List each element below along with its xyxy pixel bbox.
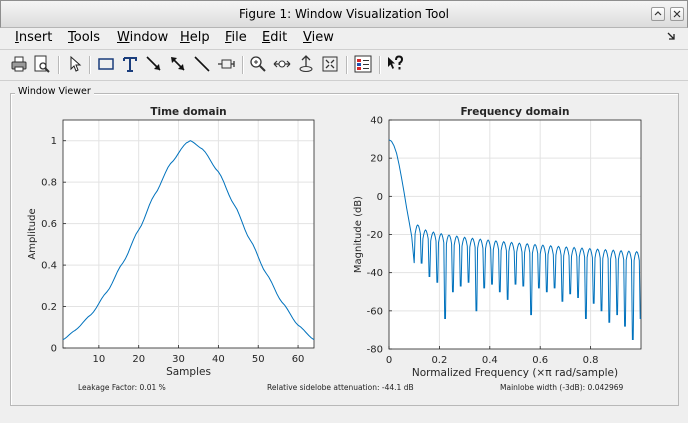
panel-title: Window Viewer	[15, 86, 94, 97]
title-bar: Figure 1: Window Visualization Tool	[0, 0, 688, 28]
fit-button[interactable]	[320, 54, 340, 74]
insert-line-button[interactable]	[192, 54, 212, 74]
print-button[interactable]	[9, 54, 29, 74]
pin-icon	[218, 59, 235, 69]
line-icon	[194, 56, 210, 72]
freq-xtick-label: 0	[386, 355, 392, 366]
freq-xtick-label: 0.6	[532, 355, 548, 366]
legend-button[interactable]	[353, 54, 373, 74]
freq-xlabel: Normalized Frequency (×π rad/sample)	[412, 367, 618, 379]
freq-ytick-label: 0	[377, 192, 383, 203]
freq-xtick-label: 0.8	[583, 355, 599, 366]
menu-window[interactable]: Window	[117, 30, 169, 45]
print-preview-button[interactable]	[32, 54, 52, 74]
freq-ytick-label: -60	[367, 306, 383, 317]
menu-insert[interactable]: Insert	[15, 30, 53, 45]
time-axes-frame	[62, 119, 315, 349]
menu-edit[interactable]: Edit	[262, 30, 288, 45]
help-icon	[388, 55, 404, 70]
freq-ytick-label: -40	[367, 268, 383, 279]
toolbar	[0, 49, 688, 81]
time-xtick-label: 20	[132, 354, 145, 365]
time-title: Time domain	[150, 106, 226, 118]
pin-button[interactable]	[216, 54, 236, 74]
zoom-in-icon	[250, 56, 266, 72]
freq-title: Frequency domain	[461, 106, 570, 118]
time-xlabel: Samples	[166, 366, 211, 378]
time-ylabel: Amplitude	[27, 208, 38, 259]
freq-ylabel: Magnitude (dB)	[353, 196, 364, 273]
print-icon	[11, 56, 27, 72]
window-viewer-panel	[10, 93, 679, 406]
select-arrow-icon	[70, 55, 82, 72]
insert-double-arrow-button[interactable]	[168, 54, 188, 74]
rotate-icon	[299, 55, 313, 72]
time-ytick-label: 0.8	[41, 178, 57, 189]
menu-tools[interactable]: Tools	[68, 30, 101, 45]
menu-view[interactable]: View	[303, 30, 334, 45]
time-xtick-label: 40	[212, 354, 225, 365]
time-ytick-label: 0.6	[41, 219, 57, 230]
fit-icon	[322, 56, 338, 72]
freq-series-line	[388, 139, 641, 340]
text-icon	[123, 57, 137, 72]
maximize-button[interactable]	[651, 7, 665, 21]
time-xtick-label: 60	[292, 354, 305, 365]
insert-rectangle-button[interactable]	[96, 54, 116, 74]
maximize-icon	[654, 11, 662, 16]
pan-icon	[273, 60, 291, 68]
rotate-button[interactable]	[296, 54, 316, 74]
close-button[interactable]	[670, 7, 684, 21]
freq-xtick-label: 0.4	[482, 355, 498, 366]
dock-arrow-icon[interactable]	[667, 32, 677, 42]
close-icon	[673, 10, 681, 18]
help-button[interactable]	[385, 54, 405, 74]
menu-bar: Insert Tools Window Help File Edit View	[0, 27, 688, 49]
menu-help[interactable]: Help	[180, 30, 210, 45]
freq-xtick-label: 0.2	[431, 355, 447, 366]
time-series-line	[62, 140, 315, 341]
rectangle-icon	[98, 58, 114, 70]
print-preview-icon	[34, 55, 50, 73]
freq-ytick-label: -80	[367, 345, 383, 356]
legend-icon	[354, 55, 372, 73]
insert-arrow-button[interactable]	[144, 54, 164, 74]
time-axes-bg	[63, 120, 314, 348]
time-ytick-label: 0.4	[41, 261, 57, 272]
select-button[interactable]	[64, 54, 84, 74]
zoom-in-button[interactable]	[248, 54, 268, 74]
freq-ytick-label: -20	[367, 230, 383, 241]
sidelobe-attenuation: Relative sidelobe attenuation: -44.1 dB	[267, 383, 414, 392]
mainlobe-width: Mainlobe width (-3dB): 0.042969	[500, 383, 624, 392]
double-arrow-icon	[171, 57, 185, 71]
time-ytick-label: 0	[51, 344, 57, 355]
freq-ytick-label: 40	[370, 116, 383, 127]
window-title: Figure 1: Window Visualization Tool	[239, 7, 449, 21]
time-ytick-label: 1	[51, 136, 57, 147]
time-xtick-label: 10	[92, 354, 105, 365]
arrow-icon	[146, 56, 161, 71]
time-ytick-label: 0.2	[41, 302, 57, 313]
menu-file[interactable]: File	[225, 30, 247, 45]
zoom-out-button[interactable]	[272, 54, 292, 74]
insert-text-button[interactable]	[120, 54, 140, 74]
time-xtick-label: 30	[172, 354, 185, 365]
leakage-factor: Leakage Factor: 0.01 %	[78, 383, 166, 392]
freq-ytick-label: 20	[370, 154, 383, 165]
time-xtick-label: 50	[252, 354, 265, 365]
